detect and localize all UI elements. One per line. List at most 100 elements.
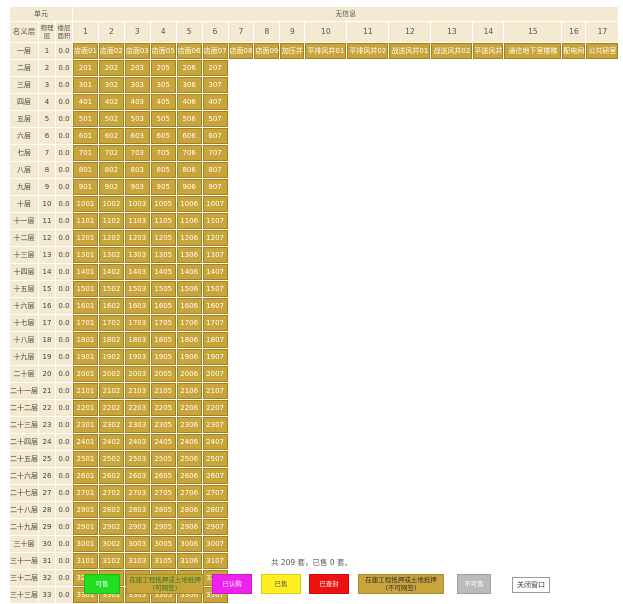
unit-cell[interactable]: 905 <box>150 179 176 195</box>
unit-cell[interactable]: 1706 <box>176 315 202 331</box>
unit-cell[interactable]: 403 <box>124 94 150 110</box>
unit-cell[interactable]: 801 <box>73 162 98 178</box>
unit-cell[interactable]: 2906 <box>176 519 202 535</box>
unit-cell[interactable]: 1106 <box>176 213 202 229</box>
unit-cell[interactable]: 2706 <box>176 485 202 501</box>
unit-cell[interactable]: 2002 <box>98 366 124 382</box>
unit-cell[interactable]: 2302 <box>98 417 124 433</box>
unit-cell[interactable]: 405 <box>150 94 176 110</box>
unit-cell[interactable]: 1402 <box>98 264 124 280</box>
unit-cell[interactable]: 1503 <box>124 281 150 297</box>
unit-cell[interactable]: 2307 <box>202 417 228 433</box>
unit-cell[interactable]: 1001 <box>73 196 98 212</box>
unit-cell[interactable]: 1101 <box>73 213 98 229</box>
unit-cell[interactable]: 2701 <box>73 485 98 501</box>
unit-cell[interactable]: 2402 <box>98 434 124 450</box>
unit-cell[interactable]: 406 <box>176 94 202 110</box>
unit-cell[interactable]: 1707 <box>202 315 228 331</box>
unit-cell[interactable]: 2905 <box>150 519 176 535</box>
unit-cell[interactable]: 306 <box>176 77 202 93</box>
unit-cell[interactable]: 602 <box>98 128 124 144</box>
unit-cell[interactable]: 2401 <box>73 434 98 450</box>
unit-cell[interactable]: 通往地下室楼梯 <box>504 43 562 59</box>
unit-cell[interactable]: 3105 <box>150 553 176 569</box>
unit-cell[interactable]: 店面09 <box>254 43 280 59</box>
unit-cell[interactable]: 706 <box>176 145 202 161</box>
unit-cell[interactable]: 平送风井 <box>473 43 504 59</box>
unit-cell[interactable]: 1602 <box>98 298 124 314</box>
unit-cell[interactable]: 1802 <box>98 332 124 348</box>
unit-cell[interactable]: 1206 <box>176 230 202 246</box>
unit-cell[interactable]: 605 <box>150 128 176 144</box>
unit-cell[interactable]: 1901 <box>73 349 98 365</box>
unit-cell[interactable]: 2505 <box>150 451 176 467</box>
unit-cell[interactable]: 2407 <box>202 434 228 450</box>
unit-cell[interactable]: 战送风井02 <box>431 43 473 59</box>
unit-cell[interactable]: 2703 <box>124 485 150 501</box>
unit-cell[interactable]: 201 <box>73 60 98 76</box>
unit-cell[interactable]: 2702 <box>98 485 124 501</box>
unit-cell[interactable]: 1403 <box>124 264 150 280</box>
unit-cell[interactable]: 802 <box>98 162 124 178</box>
unit-cell[interactable]: 1103 <box>124 213 150 229</box>
unit-cell[interactable]: 2803 <box>124 502 150 518</box>
unit-cell[interactable]: 1603 <box>124 298 150 314</box>
unit-cell[interactable]: 702 <box>98 145 124 161</box>
unit-cell[interactable]: 1807 <box>202 332 228 348</box>
unit-cell[interactable]: 1903 <box>124 349 150 365</box>
unit-cell[interactable]: 701 <box>73 145 98 161</box>
unit-cell[interactable]: 1401 <box>73 264 98 280</box>
unit-cell[interactable]: 302 <box>98 77 124 93</box>
unit-cell[interactable]: 1301 <box>73 247 98 263</box>
unit-cell[interactable]: 店面08 <box>228 43 254 59</box>
unit-cell[interactable]: 2605 <box>150 468 176 484</box>
unit-cell[interactable]: 1305 <box>150 247 176 263</box>
unit-cell[interactable]: 1702 <box>98 315 124 331</box>
unit-cell[interactable]: 1405 <box>150 264 176 280</box>
unit-cell[interactable]: 店面06 <box>176 43 202 59</box>
unit-cell[interactable]: 2807 <box>202 502 228 518</box>
unit-cell[interactable]: 803 <box>124 162 150 178</box>
unit-cell[interactable]: 203 <box>124 60 150 76</box>
unit-cell[interactable]: 1806 <box>176 332 202 348</box>
unit-cell[interactable]: 2105 <box>150 383 176 399</box>
unit-cell[interactable]: 3101 <box>73 553 98 569</box>
unit-cell[interactable]: 1805 <box>150 332 176 348</box>
unit-cell[interactable]: 502 <box>98 111 124 127</box>
unit-cell[interactable]: 703 <box>124 145 150 161</box>
unit-cell[interactable]: 2602 <box>98 468 124 484</box>
unit-cell[interactable]: 2203 <box>124 400 150 416</box>
unit-cell[interactable]: 907 <box>202 179 228 195</box>
unit-cell[interactable]: 加压井 <box>280 43 305 59</box>
unit-cell[interactable]: 1207 <box>202 230 228 246</box>
unit-cell[interactable]: 2501 <box>73 451 98 467</box>
unit-cell[interactable]: 1306 <box>176 247 202 263</box>
unit-cell[interactable]: 2901 <box>73 519 98 535</box>
unit-cell[interactable]: 2007 <box>202 366 228 382</box>
unit-cell[interactable]: 2101 <box>73 383 98 399</box>
unit-cell[interactable]: 806 <box>176 162 202 178</box>
unit-cell[interactable]: 1601 <box>73 298 98 314</box>
unit-cell[interactable]: 206 <box>176 60 202 76</box>
unit-cell[interactable]: 1505 <box>150 281 176 297</box>
unit-cell[interactable]: 705 <box>150 145 176 161</box>
unit-cell[interactable]: 2903 <box>124 519 150 535</box>
unit-cell[interactable]: 1801 <box>73 332 98 348</box>
unit-cell[interactable]: 2206 <box>176 400 202 416</box>
unit-cell[interactable]: 407 <box>202 94 228 110</box>
unit-cell[interactable]: 2305 <box>150 417 176 433</box>
unit-cell[interactable]: 店面02 <box>98 43 124 59</box>
unit-cell[interactable]: 1307 <box>202 247 228 263</box>
unit-cell[interactable]: 2102 <box>98 383 124 399</box>
unit-cell[interactable]: 3102 <box>98 553 124 569</box>
unit-cell[interactable]: 店面05 <box>150 43 176 59</box>
unit-cell[interactable]: 505 <box>150 111 176 127</box>
unit-cell[interactable]: 2902 <box>98 519 124 535</box>
unit-cell[interactable]: 902 <box>98 179 124 195</box>
unit-cell[interactable]: 805 <box>150 162 176 178</box>
unit-cell[interactable]: 1605 <box>150 298 176 314</box>
unit-cell[interactable]: 606 <box>176 128 202 144</box>
unit-cell[interactable]: 平排风井01 <box>305 43 347 59</box>
unit-cell[interactable]: 1705 <box>150 315 176 331</box>
unit-cell[interactable]: 1202 <box>98 230 124 246</box>
